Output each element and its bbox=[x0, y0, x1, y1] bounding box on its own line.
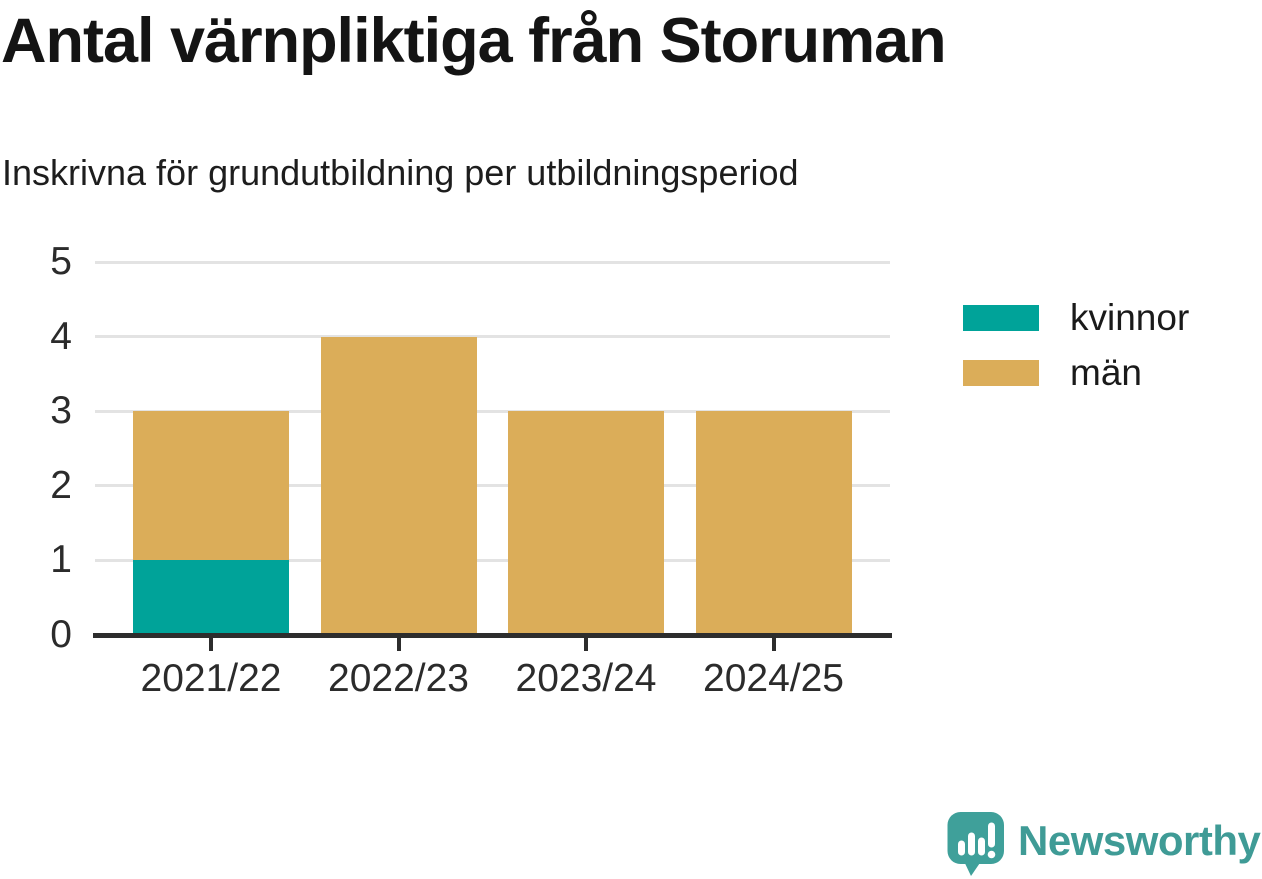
x-axis-tick bbox=[209, 638, 213, 651]
legend-item: kvinnor bbox=[963, 297, 1190, 338]
y-axis-label: 1 bbox=[50, 538, 72, 582]
branding: Newsworthy bbox=[947, 811, 1261, 877]
y-axis-label: 0 bbox=[50, 613, 72, 656]
x-axis-label: 2024/25 bbox=[703, 657, 844, 700]
y-axis-label: 5 bbox=[50, 240, 72, 283]
brand-wordmark: Newsworthy bbox=[1018, 817, 1261, 864]
bar-segment-män bbox=[320, 336, 477, 635]
gridline bbox=[95, 558, 890, 562]
gridline bbox=[95, 484, 890, 488]
x-axis-tick bbox=[584, 638, 588, 651]
legend-swatch-kvinnor bbox=[963, 305, 1039, 331]
chart-subtitle: Inskrivna för grundutbildning per utbild… bbox=[2, 152, 799, 193]
x-axis-label: 2021/22 bbox=[140, 657, 282, 700]
bar-segment-män bbox=[133, 411, 289, 561]
bar-segment-män bbox=[695, 411, 852, 635]
y-axis-label: 2 bbox=[50, 463, 72, 507]
legend: kvinnor män bbox=[963, 297, 1190, 393]
legend-label: kvinnor bbox=[1070, 297, 1190, 338]
bar-segment-män bbox=[508, 411, 664, 635]
gridline bbox=[95, 409, 890, 413]
x-axis-label: 2022/23 bbox=[328, 657, 469, 700]
bar-segment-kvinnor bbox=[133, 560, 289, 635]
newsworthy-chart-bubble-icon bbox=[947, 812, 1004, 876]
y-axis-label: 4 bbox=[50, 314, 72, 358]
page-title: Antal värnpliktiga från Storuman bbox=[1, 6, 947, 76]
legend-swatch-män bbox=[963, 360, 1039, 386]
y-axis-label: 3 bbox=[50, 389, 72, 433]
x-axis-line bbox=[93, 633, 892, 638]
legend-label: män bbox=[1070, 352, 1142, 393]
gridline bbox=[95, 260, 890, 264]
x-axis-tick bbox=[396, 638, 401, 651]
x-axis-label: 2023/24 bbox=[515, 657, 657, 700]
legend-item: män bbox=[963, 352, 1189, 393]
gridline bbox=[95, 335, 890, 339]
x-axis-tick bbox=[771, 638, 776, 651]
